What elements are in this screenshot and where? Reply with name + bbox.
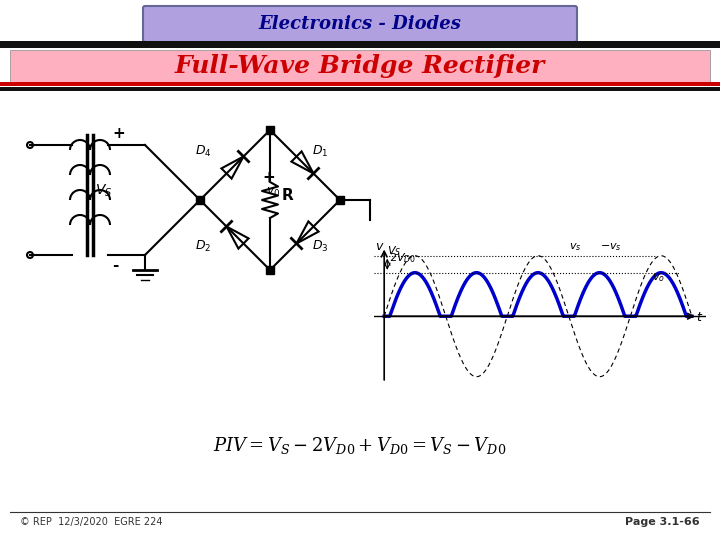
Text: $v_o$: $v_o$ bbox=[652, 272, 665, 284]
Text: $2V_{D0}$: $2V_{D0}$ bbox=[390, 251, 416, 265]
Bar bbox=[0, 87, 720, 91]
Text: $v_s$: $v_s$ bbox=[569, 242, 582, 253]
Text: $D_4$: $D_4$ bbox=[195, 144, 212, 159]
Text: Page 3.1-66: Page 3.1-66 bbox=[626, 517, 700, 527]
Text: $V_S$: $V_S$ bbox=[387, 245, 402, 258]
Text: $V_S$: $V_S$ bbox=[95, 183, 112, 199]
Text: v: v bbox=[374, 240, 382, 253]
Text: Electronics - Diodes: Electronics - Diodes bbox=[258, 15, 462, 33]
Text: $D_2$: $D_2$ bbox=[195, 239, 211, 254]
Text: -: - bbox=[273, 208, 277, 221]
Bar bbox=[0, 82, 720, 86]
Text: Full-Wave Bridge Rectifier: Full-Wave Bridge Rectifier bbox=[175, 54, 545, 78]
Text: $PIV = V_S - 2V_{D0} + V_{D0} = V_S - V_{D0}$: $PIV = V_S - 2V_{D0} + V_{D0} = V_S - V_… bbox=[213, 435, 507, 456]
Text: -: - bbox=[112, 258, 118, 273]
Text: +: + bbox=[262, 170, 275, 185]
Text: R: R bbox=[282, 188, 294, 203]
Text: $-v_s$: $-v_s$ bbox=[600, 242, 621, 253]
Text: $v_0$: $v_0$ bbox=[266, 186, 280, 199]
Bar bbox=[10, 50, 710, 82]
Text: t: t bbox=[696, 311, 701, 324]
FancyBboxPatch shape bbox=[143, 6, 577, 42]
Text: $D_1$: $D_1$ bbox=[312, 144, 328, 159]
Text: © REP  12/3/2020  EGRE 224: © REP 12/3/2020 EGRE 224 bbox=[20, 517, 163, 527]
Text: $D_3$: $D_3$ bbox=[312, 239, 328, 254]
Bar bbox=[0, 41, 720, 48]
Text: +: + bbox=[112, 126, 125, 141]
